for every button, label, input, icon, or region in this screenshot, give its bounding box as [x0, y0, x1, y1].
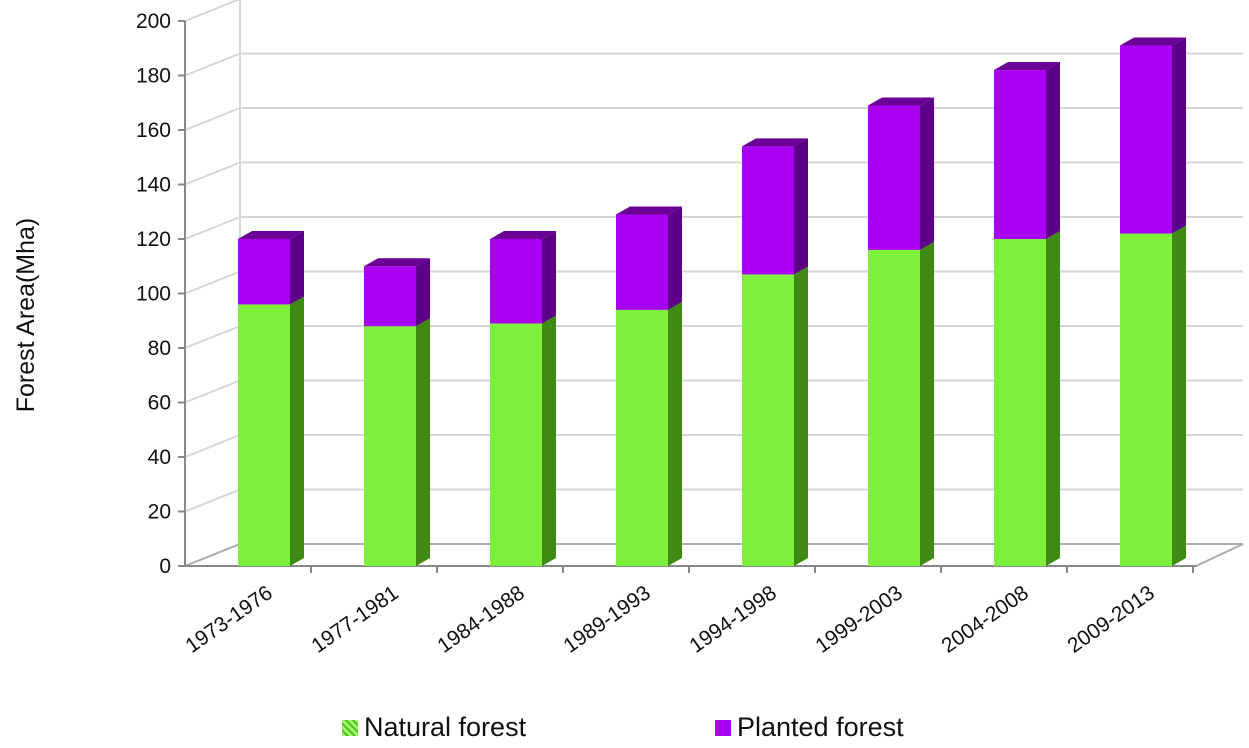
legend-swatch-planted-forest: [715, 719, 731, 736]
bar-front: [238, 304, 290, 566]
bar-top: [238, 231, 304, 239]
bar-top: [1120, 37, 1186, 46]
bar-segment-natural-forest: [364, 318, 430, 566]
y-tick-label: 80: [148, 337, 171, 360]
bar-side: [290, 231, 304, 305]
bar-side: [1172, 225, 1186, 567]
gridline-side: [184, 488, 241, 513]
legend-item-planted-forest: Planted forest: [715, 712, 904, 743]
bar-front: [1120, 45, 1172, 234]
legend-label-natural-forest: Natural forest: [364, 712, 527, 742]
bar-top: [364, 258, 430, 267]
y-tick-label: 160: [136, 119, 171, 142]
bar-front: [868, 105, 920, 250]
bar-segment-planted-forest: [364, 258, 430, 327]
bar-front: [490, 239, 542, 324]
y-tick-label: 180: [136, 65, 171, 88]
bar-side: [416, 318, 430, 566]
floor: [184, 543, 1244, 567]
bar-side: [920, 241, 934, 566]
bar-side: [290, 296, 304, 566]
bar-segment-planted-forest: [1120, 37, 1186, 234]
bar-front: [742, 274, 794, 566]
y-tick-labels: 0 20 40 60 80 100 120 140 160 180 200: [136, 10, 171, 578]
gridline-side: [184, 325, 241, 349]
x-category-label: 1984-1988: [433, 581, 528, 657]
gridline-side: [184, 379, 241, 404]
bar-front: [994, 239, 1046, 566]
bar-segment-planted-forest: [616, 206, 682, 310]
gridline-side: [184, 270, 241, 295]
bar-front: [490, 323, 542, 566]
gridline-side: [184, 434, 241, 458]
bar-front: [238, 239, 290, 305]
legend-label-planted-forest: Planted forest: [737, 712, 904, 742]
bar-side: [1172, 37, 1186, 234]
bar-segment-planted-forest: [238, 231, 304, 305]
legend-item-natural-forest: Natural forest: [342, 712, 526, 743]
bar-segment-natural-forest: [994, 231, 1060, 566]
bar-front: [742, 146, 794, 275]
bar-segment-natural-forest: [868, 241, 934, 566]
gridline-side: [184, 107, 241, 131]
bar-segment-planted-forest: [490, 231, 556, 324]
bar-top: [616, 206, 682, 215]
bar-top: [742, 138, 808, 147]
gridline-side: [184, 0, 241, 22]
x-category-label: 1989-1993: [559, 581, 654, 657]
y-tick-label: 140: [136, 174, 171, 197]
bar-top: [490, 231, 556, 239]
bar-segment-natural-forest: [742, 266, 808, 566]
bar-segment-natural-forest: [490, 315, 556, 566]
gridline-side: [184, 52, 241, 77]
bar-side: [794, 138, 808, 275]
x-category-label: 1973-1976: [181, 581, 276, 657]
bar-side: [416, 258, 430, 327]
bar-segment-natural-forest: [616, 301, 682, 566]
x-category-labels: 1973-1976 1977-1981 1984-1988 1989-1993 1994…: [181, 581, 1158, 657]
bar-top: [868, 97, 934, 106]
back-grid: [184, 0, 1244, 567]
gridline-side: [184, 161, 241, 186]
legend: Natural forest Planted forest: [0, 708, 1249, 748]
legend-swatch-natural-forest: [342, 719, 358, 736]
bar-front: [616, 309, 668, 566]
y-tick-label: 120: [136, 228, 171, 251]
x-category-label: 2009-2013: [1063, 581, 1158, 657]
gridline-side: [184, 216, 241, 240]
bar-side: [668, 206, 682, 310]
y-tick-label: 0: [159, 555, 171, 578]
bar-side: [1046, 62, 1060, 239]
bar-side: [668, 301, 682, 566]
bar-side: [542, 231, 556, 324]
bar-side: [1046, 231, 1060, 566]
bars: [238, 37, 1186, 567]
bar-segment-natural-forest: [238, 296, 304, 566]
y-axis-label: Forest Area(Mha): [12, 218, 40, 413]
x-category-label: 1994-1998: [685, 581, 780, 657]
bar-side: [920, 97, 934, 250]
bar-segment-planted-forest: [868, 97, 934, 250]
bar-segment-planted-forest: [994, 62, 1060, 239]
y-tick-label: 40: [148, 446, 171, 469]
bar-front: [364, 266, 416, 327]
bar-side: [794, 266, 808, 566]
x-category-label: 2004-2008: [937, 581, 1032, 657]
bar-side: [542, 315, 556, 566]
bar-segment-natural-forest: [1120, 225, 1186, 567]
x-category-label: 1999-2003: [811, 581, 906, 657]
bar-front: [994, 70, 1046, 239]
y-tick-label: 200: [136, 10, 171, 33]
x-category-label: 1977-1981: [307, 581, 402, 657]
y-tick-label: 20: [148, 501, 171, 524]
y-tick-label: 100: [136, 283, 171, 306]
bar-segment-planted-forest: [742, 138, 808, 275]
bar-top: [994, 62, 1060, 71]
bar-front: [616, 214, 668, 310]
bar-front: [868, 249, 920, 566]
bar-front: [1120, 233, 1172, 567]
y-tick-label: 60: [148, 392, 171, 415]
bar-front: [364, 326, 416, 566]
